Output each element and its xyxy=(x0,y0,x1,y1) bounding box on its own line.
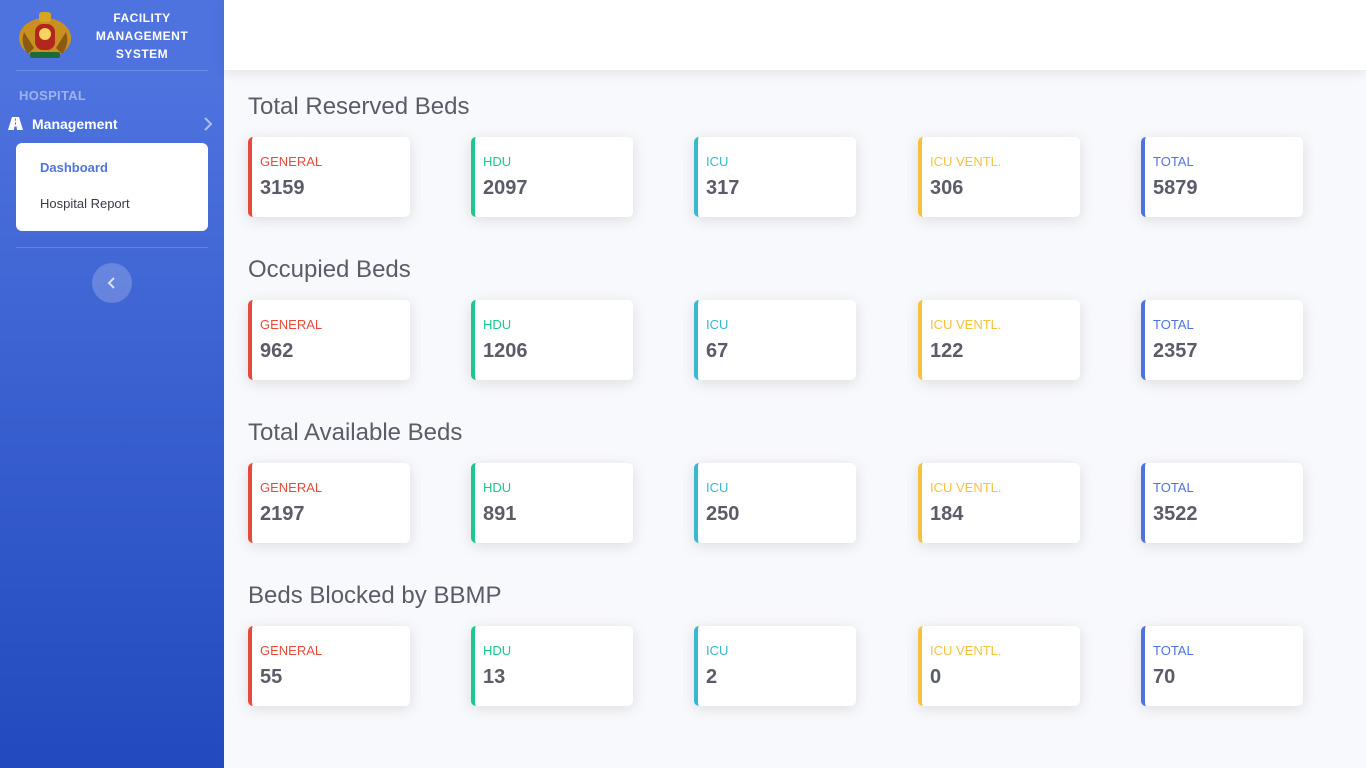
card-label: HDU xyxy=(483,643,512,658)
section-title-occupied: Occupied Beds xyxy=(248,256,411,283)
card-value: 184 xyxy=(930,503,964,525)
topbar xyxy=(224,0,1366,70)
management-submenu: Dashboard Hospital Report xyxy=(16,143,208,231)
card-reserved-icu: ICU 317 xyxy=(694,137,856,217)
card-reserved-icu-vent: ICU VENTL. 306 xyxy=(918,137,1080,217)
karnataka-emblem-icon xyxy=(19,12,71,58)
card-label: ICU xyxy=(706,480,729,495)
card-label: HDU xyxy=(483,480,512,495)
sidebar-divider xyxy=(16,247,208,248)
card-value: 317 xyxy=(706,177,740,199)
sidebar-divider xyxy=(16,70,208,71)
card-available-icu-vent: ICU VENTL. 184 xyxy=(918,463,1080,543)
card-label: ICU VENTL. xyxy=(930,317,1002,332)
card-value: 250 xyxy=(706,503,740,525)
card-reserved-hdu: HDU 2097 xyxy=(471,137,633,217)
card-occupied-general: GENERAL 962 xyxy=(248,300,410,380)
card-label: GENERAL xyxy=(260,317,323,332)
card-value: 5879 xyxy=(1153,177,1198,199)
card-label: HDU xyxy=(483,154,512,169)
card-blocked-general: GENERAL 55 xyxy=(248,626,410,706)
card-reserved-total: TOTAL 5879 xyxy=(1141,137,1303,217)
card-available-total: TOTAL 3522 xyxy=(1141,463,1303,543)
sidebar-brand[interactable]: FACILITY MANAGEMENT SYSTEM xyxy=(0,0,224,70)
card-value: 122 xyxy=(930,340,964,362)
card-blocked-total: TOTAL 70 xyxy=(1141,626,1303,706)
card-label: ICU xyxy=(706,643,729,658)
card-value: 55 xyxy=(260,666,283,688)
card-value: 3522 xyxy=(1153,503,1198,525)
section-title-available: Total Available Beds xyxy=(248,419,463,446)
chevron-right-icon xyxy=(204,117,213,131)
card-label: TOTAL xyxy=(1153,154,1194,169)
card-value: 3159 xyxy=(260,177,305,199)
card-blocked-icu-vent: ICU VENTL. 0 xyxy=(918,626,1080,706)
sidebar-heading: HOSPITAL xyxy=(19,88,87,103)
card-value: 962 xyxy=(260,340,294,362)
road-icon xyxy=(8,117,23,130)
section-title-blocked: Beds Blocked by BBMP xyxy=(248,582,502,609)
nav-item-label: Management xyxy=(32,116,118,132)
card-label: ICU VENTL. xyxy=(930,643,1002,658)
card-value: 67 xyxy=(706,340,729,362)
card-label: TOTAL xyxy=(1153,480,1194,495)
card-occupied-icu-vent: ICU VENTL. 122 xyxy=(918,300,1080,380)
brand-title: FACILITY MANAGEMENT SYSTEM xyxy=(95,11,189,61)
card-value: 2097 xyxy=(483,177,528,199)
chevron-left-icon xyxy=(107,277,115,289)
card-occupied-hdu: HDU 1206 xyxy=(471,300,633,380)
card-available-general: GENERAL 2197 xyxy=(248,463,410,543)
card-occupied-total: TOTAL 2357 xyxy=(1141,300,1303,380)
nav-item-management[interactable]: Management xyxy=(0,112,224,136)
card-reserved-general: GENERAL 3159 xyxy=(248,137,410,217)
card-blocked-icu: ICU 2 xyxy=(694,626,856,706)
section-title-reserved: Total Reserved Beds xyxy=(248,93,470,120)
card-value: 1206 xyxy=(483,340,528,362)
submenu-item-dashboard[interactable]: Dashboard xyxy=(40,160,108,175)
card-label: ICU VENTL. xyxy=(930,480,1002,495)
submenu-item-hospital-report[interactable]: Hospital Report xyxy=(40,196,130,211)
card-label: ICU xyxy=(706,317,729,332)
sidebar: FACILITY MANAGEMENT SYSTEM HOSPITAL Mana… xyxy=(0,0,224,768)
card-label: GENERAL xyxy=(260,480,323,495)
card-value: 2 xyxy=(706,666,718,688)
card-available-hdu: HDU 891 xyxy=(471,463,633,543)
card-value: 306 xyxy=(930,177,964,199)
card-label: GENERAL xyxy=(260,154,323,169)
card-available-icu: ICU 250 xyxy=(694,463,856,543)
card-label: ICU VENTL. xyxy=(930,154,1002,169)
card-blocked-hdu: HDU 13 xyxy=(471,626,633,706)
card-label: HDU xyxy=(483,317,512,332)
card-value: 891 xyxy=(483,503,517,525)
card-label: GENERAL xyxy=(260,643,323,658)
card-label: TOTAL xyxy=(1153,643,1194,658)
card-value: 13 xyxy=(483,666,506,688)
card-value: 70 xyxy=(1153,666,1176,688)
card-occupied-icu: ICU 67 xyxy=(694,300,856,380)
card-label: TOTAL xyxy=(1153,317,1194,332)
sidebar-toggle-button[interactable] xyxy=(92,263,132,303)
card-value: 2197 xyxy=(260,503,305,525)
card-label: ICU xyxy=(706,154,729,169)
card-value: 0 xyxy=(930,666,942,688)
card-value: 2357 xyxy=(1153,340,1198,362)
